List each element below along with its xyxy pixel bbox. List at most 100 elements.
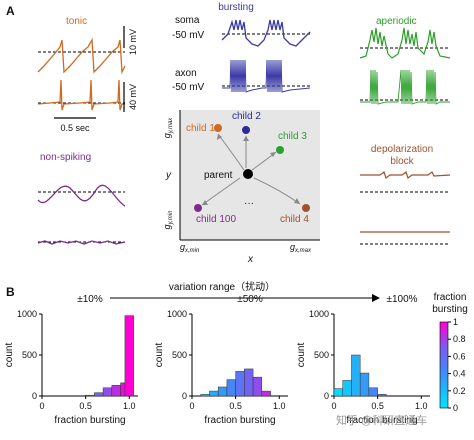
- variation-range-arrowhead: [372, 294, 380, 302]
- tonic-scale-top: 10 mV: [128, 29, 138, 55]
- bursting-soma-label: soma: [175, 15, 200, 26]
- y-tick-label: 500: [172, 350, 187, 360]
- histogram-bar: [111, 385, 121, 397]
- y-tick-label: 0: [324, 391, 329, 401]
- range-label-100: ±100%: [386, 294, 417, 305]
- arrow-head-1: [217, 134, 222, 140]
- child-1-label: child 1: [186, 123, 215, 134]
- bursting-soma-trace: [221, 19, 311, 47]
- x-axis-label: fraction bursting: [204, 415, 275, 426]
- child-1-dot: [214, 124, 222, 132]
- histogram-bar: [252, 376, 263, 397]
- y-tick-label: 1000: [309, 309, 329, 319]
- colorbar-tick-label: 1: [453, 317, 458, 327]
- colorbar-ticks: 1 0.8 0.6 0.4 0.2 0: [448, 317, 466, 413]
- tonic-scale-time: 0.5 sec: [60, 123, 90, 133]
- colorbar-tick-label: 0: [453, 403, 458, 413]
- x-tick-label: 0.5: [229, 401, 242, 411]
- x-axis-label: fraction bursting: [54, 415, 125, 426]
- colorbar-tick-label: 0.8: [453, 334, 466, 344]
- bursting-title: bursting: [218, 2, 254, 13]
- depol-trace-upper: [360, 171, 451, 179]
- y-tick-label: 0: [182, 391, 187, 401]
- bursting-axon-label: axon: [175, 68, 197, 79]
- child-4-label: child 4: [280, 214, 309, 225]
- x-tick-label: 1.0: [123, 401, 136, 411]
- histogram-bar: [359, 372, 370, 397]
- bursting-soma-mv: -50 mV: [172, 30, 205, 41]
- arrow-head-3: [270, 152, 276, 157]
- y-axis-label: count: [154, 343, 165, 368]
- colorbar: [439, 321, 449, 409]
- histogram-bar: [235, 371, 245, 397]
- gx-min-label: gx,min: [180, 242, 200, 254]
- x-tick-label: 0: [39, 401, 44, 411]
- range-label-50: ±50%: [237, 294, 263, 305]
- colorbar-title-line2: bursting: [432, 304, 468, 315]
- histogram-50pct: 0 500 1000 0 0.5 1.0 fraction bursting count: [154, 309, 288, 426]
- histogram-bar: [244, 368, 254, 397]
- panel-b-letter: B: [6, 285, 15, 299]
- child-2-label: child 2: [232, 111, 261, 122]
- aperiodic-trace-upper: [359, 27, 451, 59]
- colorbar-title-line1: fraction: [434, 292, 467, 303]
- histogram-bar: [377, 394, 387, 397]
- nonspiking-trace-upper: [37, 184, 126, 207]
- histogram-bar: [124, 315, 134, 397]
- nonspiking-title: non-spiking: [40, 152, 91, 163]
- tonic-trace-upper: [37, 37, 126, 75]
- nonspiking-trace-lower: [37, 240, 126, 245]
- variation-range-title: variation range（扰动）: [169, 280, 275, 293]
- param-y-axis-label: y: [165, 170, 172, 181]
- tonic-scale-bottom: 40 mV: [128, 84, 138, 110]
- child-2-dot: [242, 126, 250, 134]
- y-axis-label: count: [296, 343, 307, 368]
- parent-label: parent: [204, 170, 233, 181]
- arrow-heads: [202, 134, 300, 205]
- histogram-bar: [351, 354, 361, 397]
- y-tick-label: 1000: [167, 309, 187, 319]
- depol-title-line2: block: [390, 156, 414, 167]
- arrow-head-4: [294, 198, 300, 204]
- depol-title-line1: depolarization: [371, 144, 433, 155]
- arrow-head-100: [202, 200, 208, 205]
- x-tick-label: 0.5: [371, 401, 384, 411]
- bursting-axon-trace: [222, 59, 311, 93]
- y-tick-label: 500: [22, 350, 37, 360]
- x-tick-label: 1.0: [273, 401, 286, 411]
- x-tick-label: 0: [189, 401, 194, 411]
- aperiodic-trace-lower: [360, 69, 450, 105]
- histogram-bar: [342, 380, 352, 397]
- aperiodic-title: aperiodic: [376, 16, 417, 27]
- histogram-bar: [368, 387, 378, 397]
- x-tick-label: 1.0: [415, 401, 428, 411]
- bursting-axon-mv: -50 mV: [172, 82, 205, 93]
- y-axis-label: count: [4, 343, 15, 368]
- histogram-bar: [102, 387, 113, 397]
- gy-min-label: gy,min: [162, 210, 174, 230]
- arrow-head-2: [243, 136, 249, 141]
- child-100-label: child 100: [196, 214, 236, 225]
- children-ellipsis: ···: [244, 198, 254, 209]
- x-tick-label: 0.5: [79, 401, 92, 411]
- y-tick-label: 1000: [17, 309, 37, 319]
- child-3-dot: [276, 146, 284, 154]
- histogram-bar: [217, 386, 228, 397]
- histogram-bar: [209, 390, 219, 397]
- child-100-dot: [194, 204, 202, 212]
- x-axis-label: fraction bursting: [346, 415, 417, 426]
- colorbar-tick-label: 0.6: [453, 351, 466, 361]
- panel-a-letter: A: [6, 4, 15, 18]
- histogram-bar: [333, 388, 343, 397]
- histogram-bar: [85, 394, 95, 397]
- child-4-dot: [302, 204, 310, 212]
- histogram-10pct: 0 500 1000 0 0.5 1.0 fraction bursting count: [4, 309, 138, 426]
- tonic-trace-lower: [37, 79, 125, 111]
- param-x-axis-label: x: [247, 254, 254, 265]
- x-tick-label: 0: [331, 401, 336, 411]
- histogram-bar: [261, 390, 271, 397]
- histogram-bar: [226, 379, 236, 397]
- tonic-title: tonic: [66, 16, 87, 27]
- watermark: 知乎 @科研直通车: [336, 413, 427, 427]
